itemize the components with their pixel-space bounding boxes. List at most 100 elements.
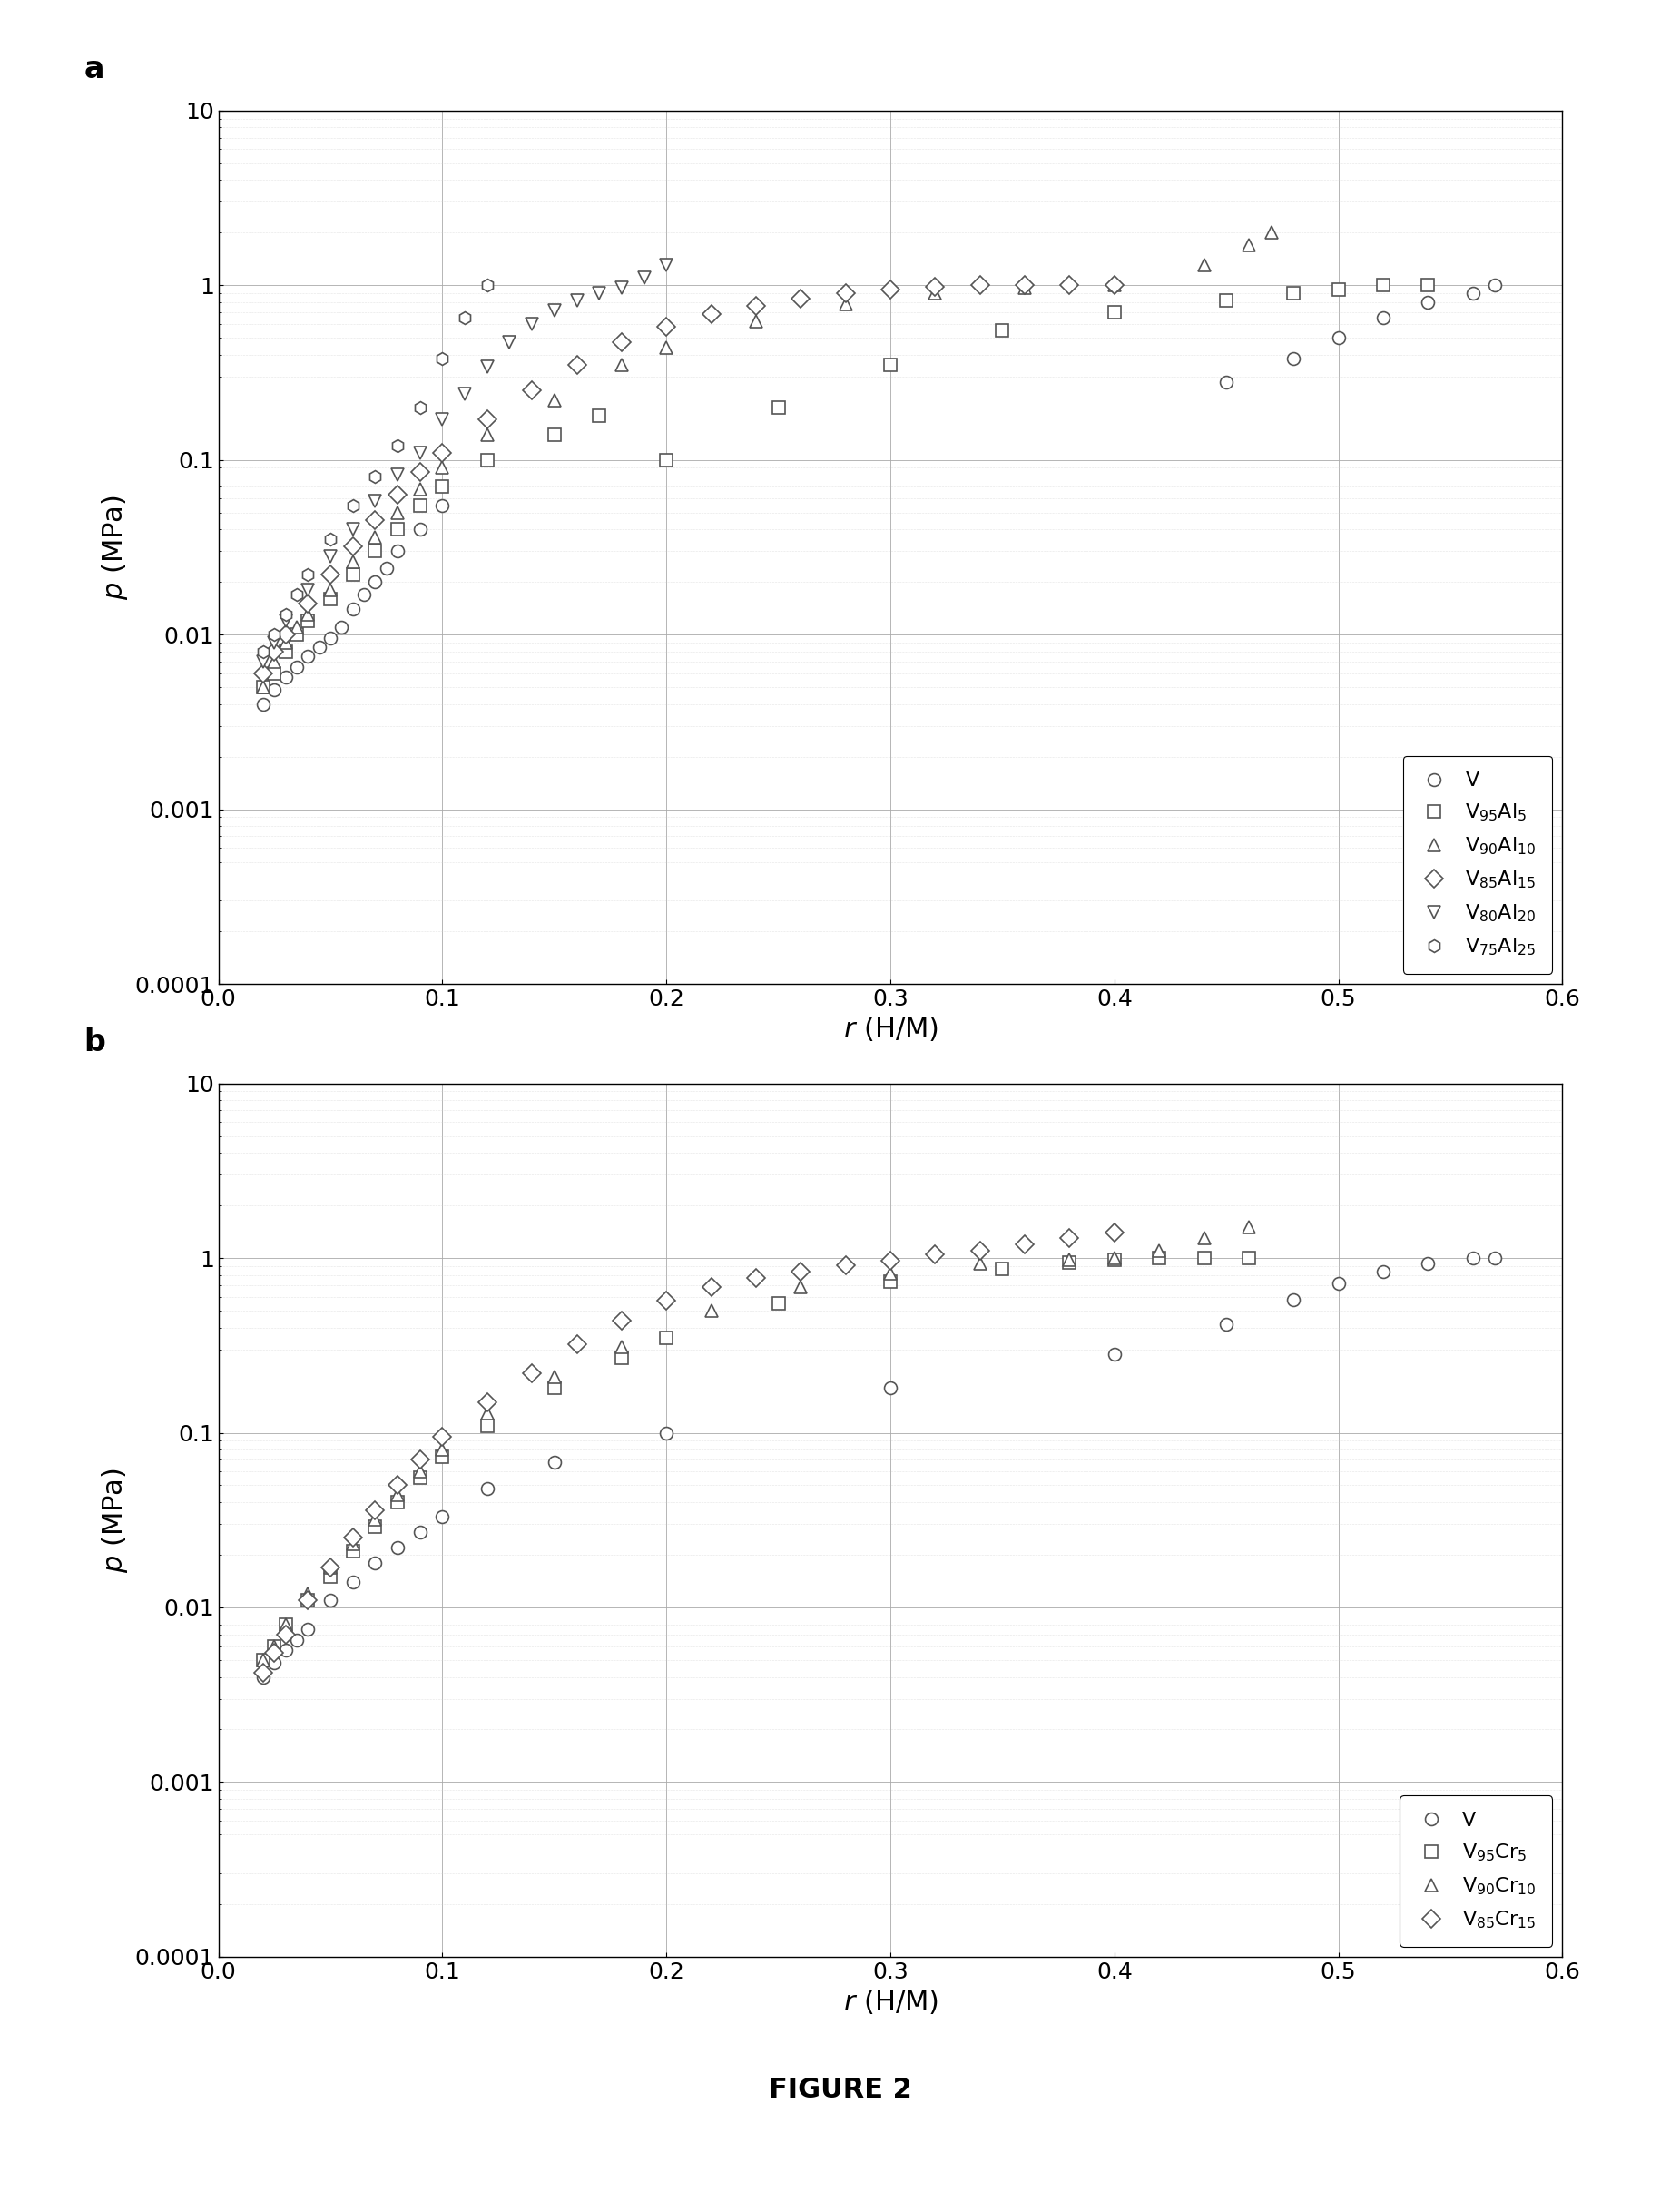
- V$_{90}$Al$_{10}$: [254, 674, 274, 701]
- V$_{85}$Cr$_{15}$: [657, 1287, 677, 1313]
- V: [1485, 272, 1505, 298]
- V$_{85}$Al$_{15}$: [969, 272, 990, 298]
- V$_{90}$Al$_{10}$: [544, 387, 564, 413]
- V$_{85}$Al$_{15}$: [657, 314, 677, 340]
- V$_{95}$Cr$_{5}$: [544, 1375, 564, 1402]
- V$_{85}$Al$_{15}$: [522, 378, 543, 405]
- V$_{95}$Al$_{5}$: [477, 447, 497, 473]
- V$_{85}$Al$_{15}$: [276, 621, 296, 648]
- V$_{85}$Cr$_{15}$: [566, 1331, 586, 1358]
- Line: V: V: [257, 279, 1502, 710]
- V: [376, 555, 396, 581]
- V$_{75}$Al$_{25}$: [343, 493, 363, 520]
- V$_{85}$Al$_{15}$: [321, 562, 341, 588]
- V$_{95}$Al$_{5}$: [432, 473, 452, 500]
- V$_{85}$Al$_{15}$: [746, 292, 766, 318]
- V$_{90}$Cr$_{10}$: [365, 1506, 385, 1532]
- V$_{90}$Al$_{10}$: [264, 648, 284, 674]
- V: [264, 677, 284, 703]
- V$_{90}$Cr$_{10}$: [1060, 1247, 1080, 1274]
- V$_{85}$Al$_{15}$: [791, 285, 811, 312]
- V$_{90}$Cr$_{10}$: [612, 1333, 632, 1360]
- V$_{90}$Cr$_{10}$: [297, 1581, 318, 1607]
- V$_{90}$Cr$_{10}$: [969, 1249, 990, 1276]
- V$_{85}$Al$_{15}$: [612, 329, 632, 356]
- V$_{95}$Al$_{5}$: [1104, 298, 1124, 325]
- V$_{90}$Al$_{10}$: [297, 601, 318, 628]
- V$_{90}$Cr$_{10}$: [264, 1634, 284, 1660]
- V$_{75}$Al$_{25}$: [297, 562, 318, 588]
- V$_{85}$Cr$_{15}$: [522, 1360, 543, 1386]
- V: [287, 1627, 307, 1654]
- V$_{90}$Cr$_{10}$: [477, 1400, 497, 1426]
- V$_{90}$Cr$_{10}$: [1104, 1245, 1124, 1271]
- V: [264, 1649, 284, 1676]
- V: [365, 568, 385, 595]
- Text: FIGURE 2: FIGURE 2: [768, 2076, 912, 2103]
- V$_{85}$Al$_{15}$: [297, 590, 318, 617]
- V: [410, 515, 430, 542]
- V: [297, 1616, 318, 1643]
- V$_{95}$Al$_{5}$: [590, 402, 610, 429]
- V$_{90}$Al$_{10}$: [746, 307, 766, 334]
- V$_{95}$Cr$_{5}$: [365, 1512, 385, 1539]
- V$_{95}$Cr$_{5}$: [1194, 1245, 1215, 1271]
- V$_{85}$Cr$_{15}$: [880, 1247, 900, 1274]
- V$_{95}$Al$_{5}$: [297, 608, 318, 635]
- Line: V$_{85}$Al$_{15}$: V$_{85}$Al$_{15}$: [257, 279, 1121, 679]
- V: [331, 615, 351, 641]
- X-axis label: $r$ (H/M): $r$ (H/M): [843, 1988, 937, 2016]
- V$_{85}$Cr$_{15}$: [254, 1660, 274, 1687]
- V$_{85}$Al$_{15}$: [410, 460, 430, 486]
- V: [254, 1663, 274, 1689]
- V$_{75}$Al$_{25}$: [455, 305, 475, 332]
- V$_{85}$Al$_{15}$: [264, 639, 284, 666]
- V$_{85}$Al$_{15}$: [343, 533, 363, 559]
- V: [1373, 1258, 1393, 1285]
- V$_{75}$Al$_{25}$: [321, 526, 341, 553]
- V: [1284, 1287, 1304, 1313]
- V$_{85}$Al$_{15}$: [566, 352, 586, 378]
- V$_{80}$Al$_{20}$: [264, 630, 284, 657]
- V$_{85}$Cr$_{15}$: [343, 1526, 363, 1552]
- V$_{95}$Cr$_{5}$: [993, 1256, 1013, 1282]
- V$_{75}$Al$_{25}$: [477, 272, 497, 298]
- V$_{90}$Cr$_{10}$: [880, 1260, 900, 1287]
- V$_{90}$Cr$_{10}$: [1238, 1214, 1258, 1240]
- V: [321, 1587, 341, 1614]
- V$_{85}$Cr$_{15}$: [264, 1641, 284, 1667]
- V$_{90}$Cr$_{10}$: [701, 1298, 721, 1324]
- V: [1418, 1249, 1438, 1276]
- V$_{85}$Cr$_{15}$: [365, 1497, 385, 1523]
- V$_{90}$Al$_{10}$: [835, 292, 855, 318]
- V$_{85}$Al$_{15}$: [926, 274, 946, 301]
- V$_{90}$Cr$_{10}$: [388, 1481, 408, 1508]
- V$_{90}$Cr$_{10}$: [410, 1459, 430, 1486]
- V: [544, 1448, 564, 1475]
- V$_{80}$Al$_{20}$: [276, 608, 296, 635]
- V$_{85}$Cr$_{15}$: [835, 1251, 855, 1278]
- V$_{90}$Cr$_{10}$: [276, 1612, 296, 1638]
- V$_{85}$Cr$_{15}$: [321, 1554, 341, 1581]
- V: [1104, 1342, 1124, 1369]
- V$_{95}$Al$_{5}$: [1418, 272, 1438, 298]
- V$_{85}$Cr$_{15}$: [791, 1258, 811, 1285]
- V$_{95}$Al$_{5}$: [657, 447, 677, 473]
- V$_{95}$Al$_{5}$: [1329, 276, 1349, 303]
- V: [276, 663, 296, 690]
- V$_{80}$Al$_{20}$: [410, 440, 430, 467]
- V: [309, 635, 329, 661]
- V$_{90}$Cr$_{10}$: [1149, 1238, 1169, 1265]
- V$_{90}$Al$_{10}$: [926, 281, 946, 307]
- V$_{85}$Al$_{15}$: [254, 661, 274, 688]
- V$_{80}$Al$_{20}$: [657, 252, 677, 279]
- V$_{80}$Al$_{20}$: [254, 648, 274, 674]
- V$_{95}$Al$_{5}$: [1373, 272, 1393, 298]
- V$_{85}$Al$_{15}$: [880, 276, 900, 303]
- V$_{90}$Al$_{10}$: [365, 524, 385, 551]
- V$_{85}$Cr$_{15}$: [1104, 1218, 1124, 1245]
- V$_{85}$Cr$_{15}$: [1060, 1225, 1080, 1251]
- V: [477, 1475, 497, 1501]
- V$_{95}$Al$_{5}$: [1216, 287, 1236, 314]
- V$_{90}$Cr$_{10}$: [343, 1530, 363, 1557]
